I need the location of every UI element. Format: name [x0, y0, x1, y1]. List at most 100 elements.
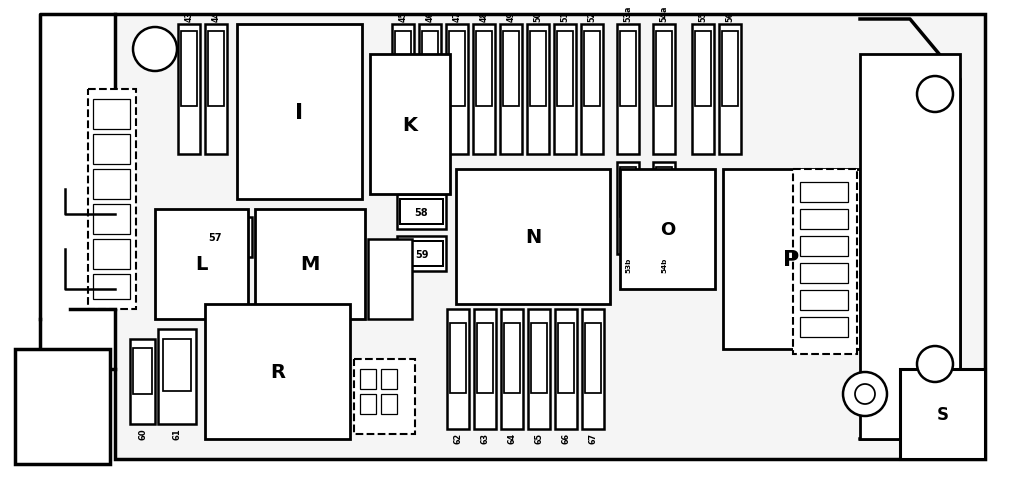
Bar [528, 309, 550, 429]
Bar [586, 324, 601, 393]
Bar [422, 31, 438, 107]
Bar [456, 169, 611, 304]
Text: P: P [783, 250, 800, 269]
Bar [620, 167, 635, 218]
Bar [719, 25, 741, 155]
Bar [237, 25, 362, 200]
Circle shape [917, 346, 953, 382]
Bar [800, 290, 848, 311]
Bar [155, 210, 248, 319]
Text: K: K [403, 115, 417, 134]
Circle shape [917, 77, 953, 113]
Bar [205, 25, 227, 155]
Bar [800, 264, 848, 283]
Text: 63: 63 [480, 432, 490, 443]
Bar [93, 275, 130, 300]
Bar [500, 25, 522, 155]
Bar [255, 210, 365, 319]
Bar [900, 369, 985, 459]
Text: 61: 61 [173, 427, 182, 439]
Text: 56: 56 [725, 11, 734, 22]
Text: M: M [301, 255, 319, 274]
Bar [368, 240, 412, 319]
Bar [15, 349, 109, 464]
Bar [449, 31, 465, 107]
Bar [133, 348, 152, 395]
Bar [653, 163, 675, 254]
Text: I: I [295, 102, 304, 122]
Bar [359, 369, 376, 389]
Text: L: L [195, 255, 208, 274]
Bar [554, 25, 576, 155]
Bar [800, 210, 848, 229]
Bar [617, 25, 639, 155]
Bar [617, 163, 639, 254]
Bar [178, 217, 252, 257]
Text: 53a: 53a [624, 5, 632, 22]
Text: 46: 46 [426, 11, 435, 22]
Bar [162, 339, 191, 391]
Circle shape [843, 372, 887, 416]
Bar [723, 169, 860, 349]
Bar [396, 31, 411, 107]
Bar [722, 31, 738, 107]
Bar [370, 55, 450, 194]
Bar [93, 240, 130, 269]
Text: 65: 65 [534, 432, 543, 443]
Circle shape [855, 384, 875, 404]
Bar [381, 369, 397, 389]
Bar [209, 31, 224, 107]
Bar [182, 31, 196, 107]
Bar [397, 194, 446, 229]
Bar [183, 224, 248, 252]
Text: 54a: 54a [659, 5, 668, 22]
Text: 52: 52 [588, 11, 596, 22]
Bar [527, 25, 549, 155]
Bar [695, 31, 711, 107]
Bar [692, 25, 714, 155]
Bar [473, 25, 495, 155]
Bar [446, 25, 468, 155]
Text: 49: 49 [506, 11, 515, 22]
Bar [582, 309, 604, 429]
Bar [359, 394, 376, 414]
Text: 60: 60 [138, 427, 147, 439]
Text: 50: 50 [533, 11, 542, 22]
Bar [205, 304, 350, 439]
Text: 45: 45 [399, 11, 407, 22]
Bar [800, 182, 848, 203]
Bar [397, 237, 446, 271]
Text: 43: 43 [185, 11, 193, 22]
Bar [381, 394, 397, 414]
Bar [450, 324, 466, 393]
Bar [620, 31, 635, 107]
Text: 66: 66 [562, 432, 570, 443]
Bar [653, 25, 675, 155]
Bar [585, 31, 600, 107]
Bar [115, 15, 985, 459]
Text: 48: 48 [479, 11, 489, 22]
Bar [531, 324, 546, 393]
Text: R: R [270, 362, 285, 381]
Bar [474, 309, 496, 429]
Text: O: O [660, 220, 676, 239]
Circle shape [133, 28, 177, 72]
Text: 55: 55 [698, 11, 708, 22]
Bar [620, 169, 715, 289]
Text: 44: 44 [212, 11, 220, 22]
Bar [656, 31, 671, 107]
Bar [477, 324, 493, 393]
Bar [88, 90, 136, 309]
Text: 54b: 54b [661, 257, 667, 273]
Bar [400, 242, 443, 266]
Bar [860, 55, 960, 439]
Bar [555, 309, 577, 429]
Text: 67: 67 [589, 432, 597, 443]
Text: 57: 57 [209, 232, 222, 242]
Bar [392, 25, 414, 155]
Bar [501, 309, 523, 429]
Bar [93, 100, 130, 130]
Bar [93, 135, 130, 165]
Text: 59: 59 [415, 249, 429, 259]
Bar [447, 309, 469, 429]
